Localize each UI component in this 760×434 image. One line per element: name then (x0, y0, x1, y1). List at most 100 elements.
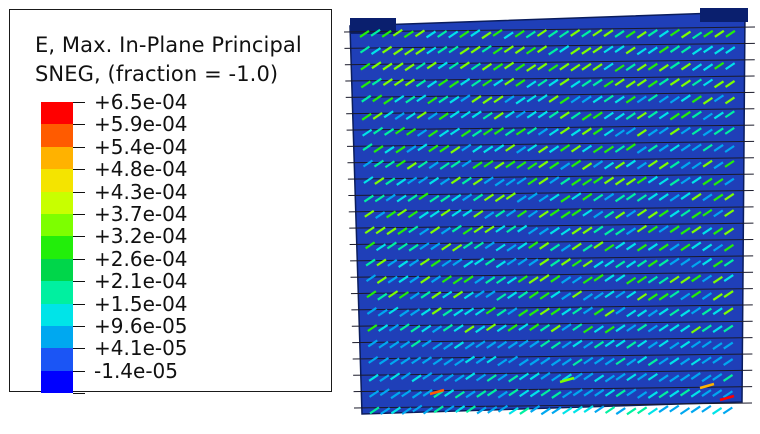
element-hatch (497, 373, 508, 382)
element-hatch (571, 159, 582, 168)
element-hatch (560, 258, 572, 266)
ply-edge-line (344, 42, 755, 49)
element-hatch (407, 194, 418, 203)
element-hatch (393, 62, 404, 71)
element-hatch (625, 192, 637, 201)
ply-edge-line (347, 157, 754, 164)
element-hatch (669, 225, 680, 234)
element-hatch (422, 406, 434, 415)
element-hatch (375, 211, 386, 219)
legend-tick (73, 102, 85, 103)
element-hatch (367, 324, 378, 332)
element-hatch (680, 192, 691, 200)
element-hatch (625, 30, 636, 39)
element-hatch (506, 257, 517, 266)
element-hatch (394, 126, 406, 135)
element-hatch (582, 276, 593, 285)
element-hatch (514, 29, 525, 38)
element-hatch (724, 192, 735, 201)
element-hatch (702, 78, 714, 87)
element-hatch (426, 61, 437, 70)
element-hatch (470, 62, 482, 71)
legend-panel: E, Max. In-Plane Principal SNEG, (fracti… (9, 9, 332, 395)
element-hatch (614, 129, 625, 138)
element-hatch (702, 208, 713, 217)
element-hatch (399, 323, 410, 332)
element-hatch (615, 227, 626, 236)
element-hatch (615, 290, 626, 299)
element-hatch (701, 274, 713, 283)
element-hatch (465, 390, 476, 399)
element-hatch (529, 389, 541, 398)
element-hatch (432, 374, 444, 382)
element-hatch (669, 308, 680, 317)
element-hatch (548, 47, 559, 56)
element-hatch (703, 29, 714, 38)
element-hatch (658, 77, 669, 86)
element-hatch (625, 127, 636, 135)
element-hatch (548, 78, 559, 87)
element-hatch (636, 292, 648, 301)
element-hatch (551, 391, 562, 399)
element-hatch (658, 357, 669, 366)
element-hatch (536, 45, 548, 54)
element-hatch (372, 94, 383, 103)
element-hatch (375, 226, 386, 235)
element-hatch (382, 78, 393, 87)
element-hatch (361, 94, 372, 103)
mesh-end-block (700, 8, 748, 22)
element-hatch (658, 390, 669, 399)
element-hatch (593, 273, 604, 282)
element-hatch (450, 160, 461, 168)
element-hatch (658, 126, 669, 135)
element-hatch (603, 161, 615, 170)
element-hatch (494, 194, 506, 203)
legend-label: +4.3e-04 (94, 179, 188, 204)
element-hatch (406, 145, 417, 153)
element-hatch (538, 210, 549, 219)
element-hatch (582, 192, 593, 201)
element-hatch (405, 127, 417, 136)
element-hatch (614, 78, 625, 87)
element-hatch (558, 30, 570, 39)
element-hatch (647, 28, 658, 37)
element-hatch (669, 178, 680, 187)
element-hatch (387, 275, 398, 284)
element-hatch (433, 390, 444, 399)
element-hatch (561, 358, 572, 366)
element-hatch (636, 78, 647, 87)
element-hatch (560, 227, 571, 236)
element-hatch (484, 211, 495, 220)
element-hatch (383, 96, 394, 105)
element-hatch (658, 323, 669, 332)
element-hatch (473, 241, 484, 250)
element-hatch (582, 293, 594, 301)
element-hatch (560, 194, 571, 203)
element-hatch (503, 31, 514, 40)
element-hatch (550, 341, 562, 350)
element-hatch (680, 324, 691, 333)
element-hatch (625, 159, 637, 168)
element-hatch (604, 290, 615, 299)
element-hatch (462, 208, 473, 217)
element-hatch (517, 275, 528, 284)
element-hatch (570, 111, 581, 120)
element-hatch (507, 323, 518, 332)
legend-tick (73, 214, 85, 215)
legend-tick (73, 236, 85, 238)
element-hatch (571, 208, 582, 217)
element-hatch (691, 260, 702, 268)
element-hatch (537, 145, 549, 154)
element-hatch (420, 290, 431, 299)
element-hatch (647, 293, 658, 301)
element-hatch (702, 143, 713, 152)
element-hatch (496, 293, 507, 301)
element-hatch (603, 128, 614, 137)
element-hatch (626, 309, 637, 318)
element-hatch (669, 209, 680, 218)
element-hatch (475, 373, 487, 382)
element-hatch (603, 62, 614, 71)
element-hatch (380, 407, 391, 415)
element-hatch (571, 192, 582, 201)
